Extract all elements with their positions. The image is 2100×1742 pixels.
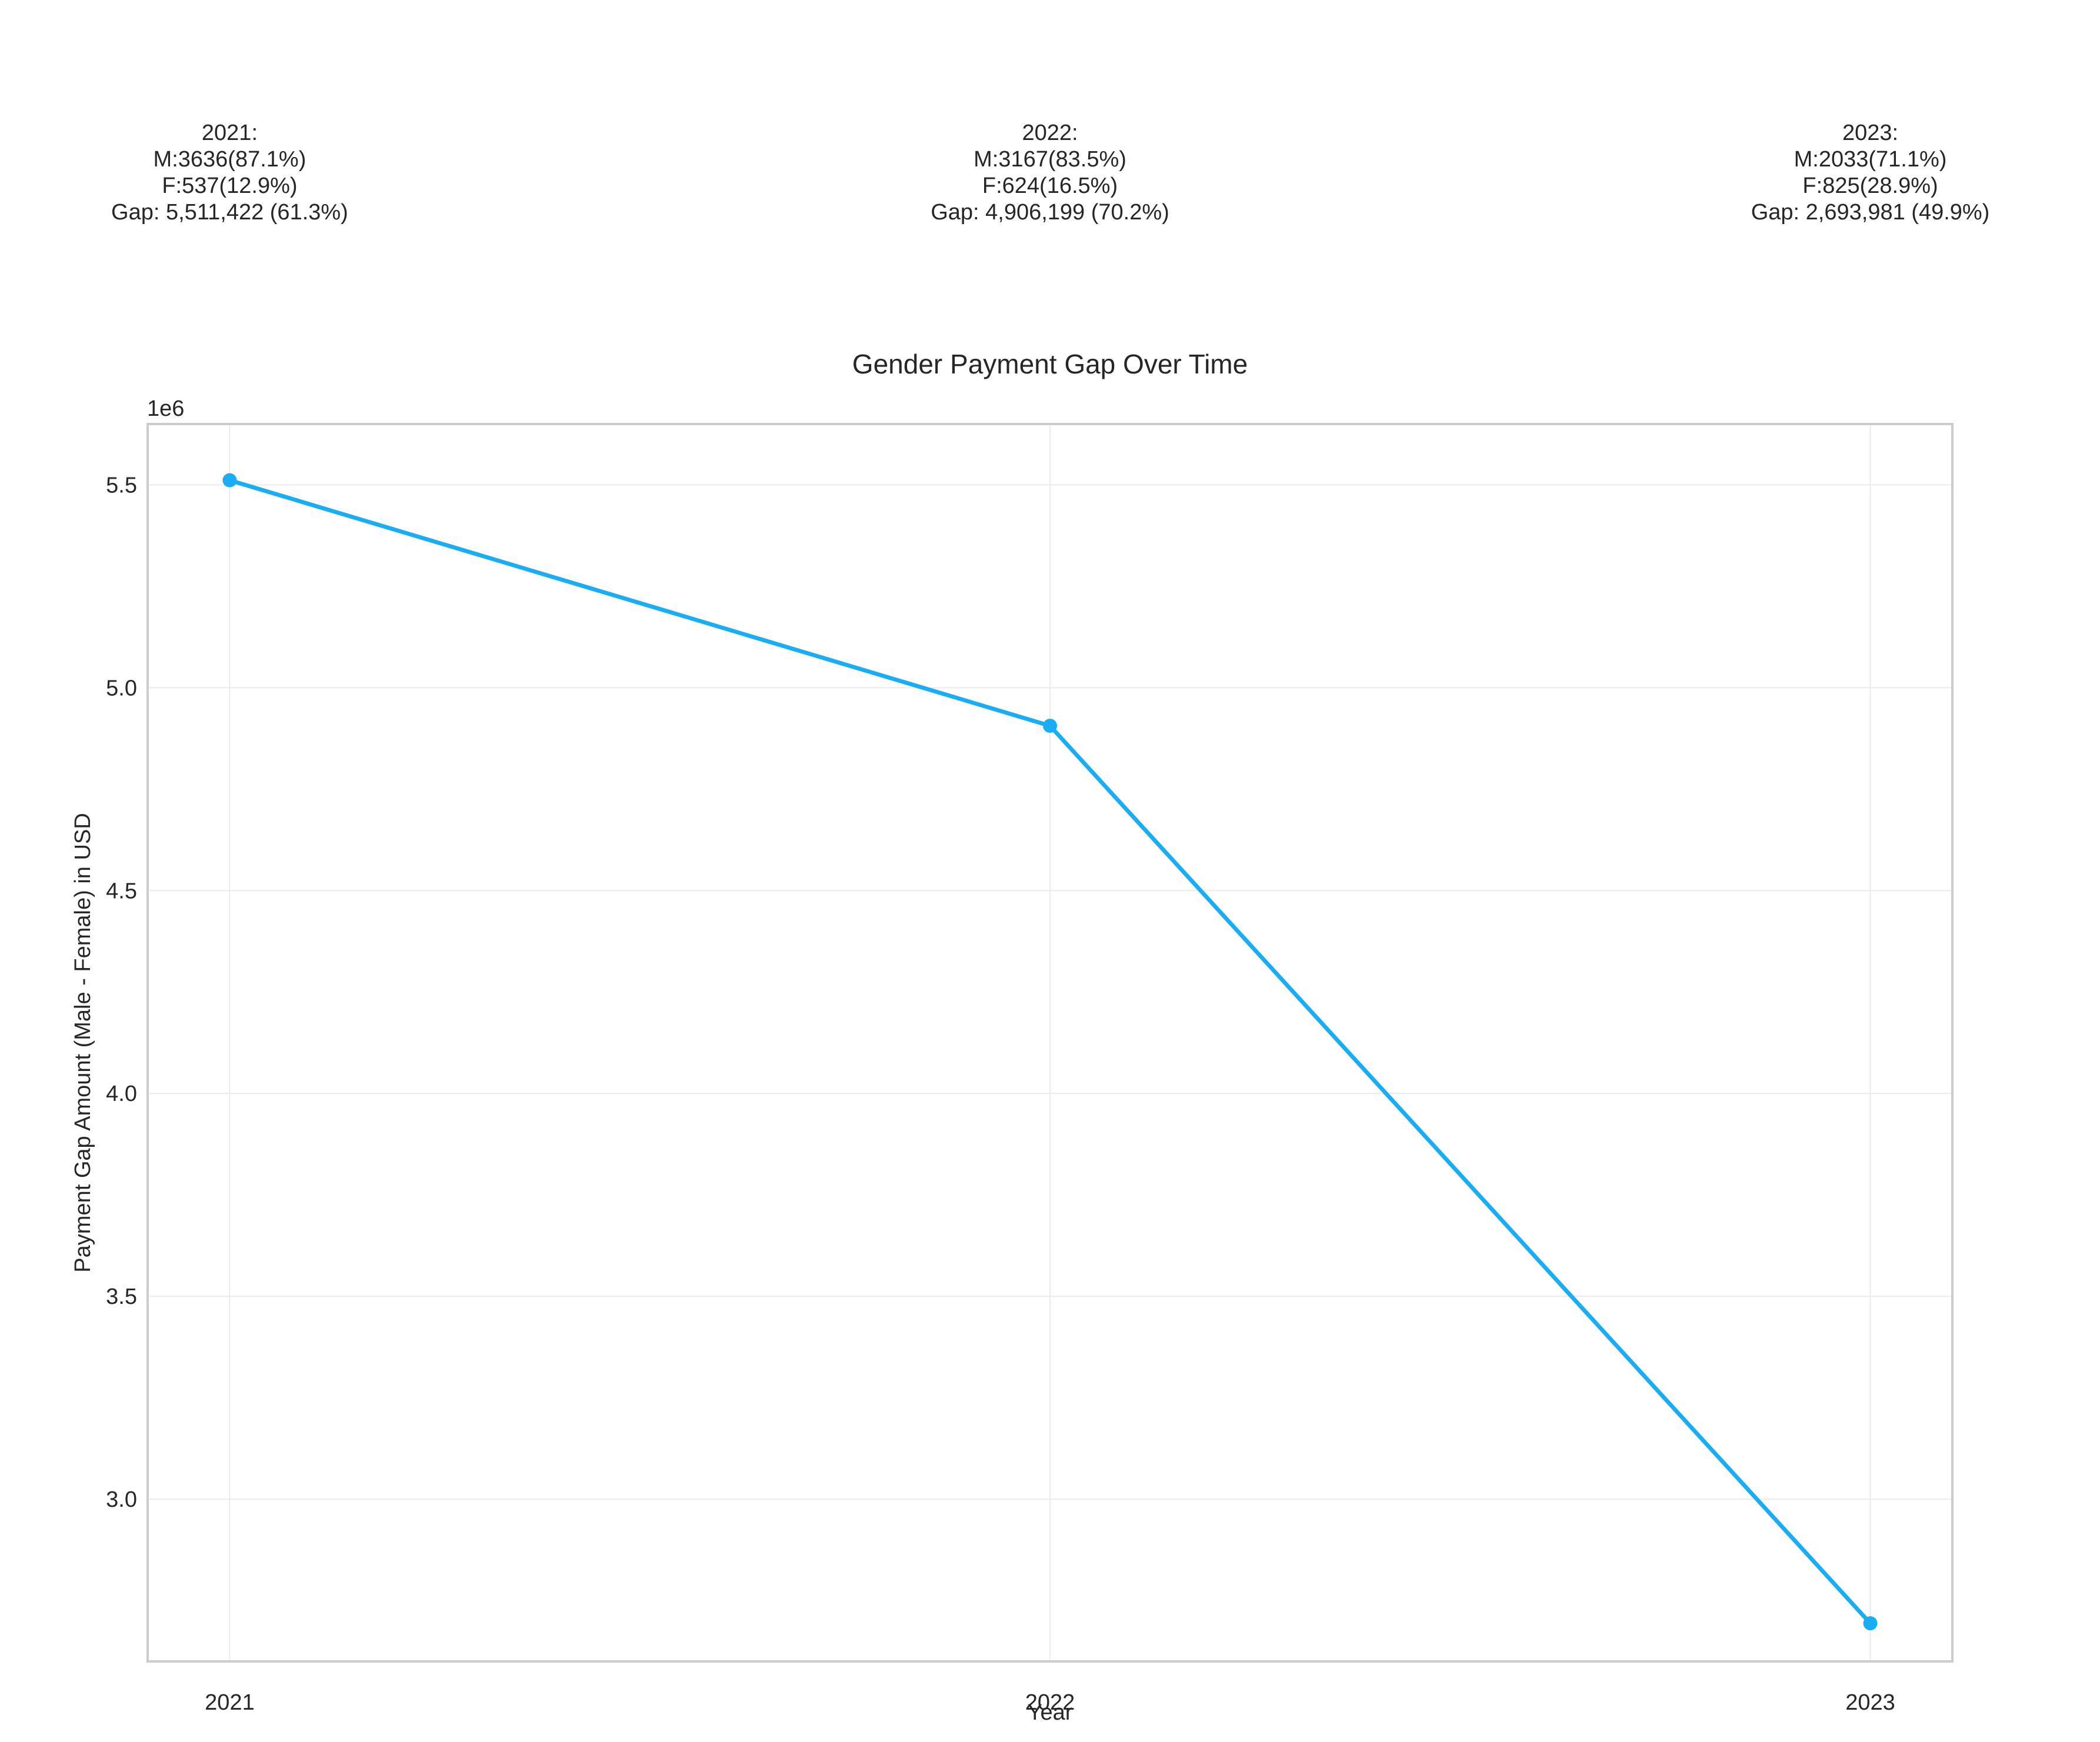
annotation-block: 2023:M:2033(71.1%)F:825(28.9%)Gap: 2,693… xyxy=(1751,121,1990,225)
annotation-block: 2021:M:3636(87.1%)F:537(12.9%)Gap: 5,511… xyxy=(111,121,348,225)
plot-frame xyxy=(146,423,1954,1663)
annotation-line: F:537(12.9%) xyxy=(162,173,297,198)
y-tick-label: 5.0 xyxy=(106,676,137,700)
annotations: 2021:M:3636(87.1%)F:537(12.9%)Gap: 5,511… xyxy=(111,121,1989,225)
annotation-line: 2021: xyxy=(202,121,258,145)
series xyxy=(222,473,1878,1631)
grid xyxy=(148,424,1952,1661)
chart-title: Gender Payment Gap Over Time xyxy=(852,349,1248,379)
annotation-line: M:3636(87.1%) xyxy=(154,147,306,172)
y-axis-label: Payment Gap Amount (Male - Female) in US… xyxy=(71,813,95,1272)
y-offset-label: 1e6 xyxy=(147,396,184,421)
annotation-line: 2023: xyxy=(1842,121,1898,145)
y-tick-label: 3.0 xyxy=(106,1487,137,1512)
annotation-line: M:2033(71.1%) xyxy=(1794,147,1947,172)
y-tick-label: 3.5 xyxy=(106,1284,137,1309)
annotation-line: Gap: 2,693,981 (49.9%) xyxy=(1751,200,1990,225)
tick-labels: 2021 2022 2023 3.0 3.5 4.0 4.5 5.0 5.5 xyxy=(106,473,1895,1715)
x-tick-label: 2021 xyxy=(205,1690,255,1715)
x-axis-label: Year xyxy=(1028,1700,1073,1725)
y-tick-label: 4.5 xyxy=(106,879,137,903)
annotation-line: M:3167(83.5%) xyxy=(974,147,1126,172)
x-tick-label: 2023 xyxy=(1845,1690,1895,1715)
data-point xyxy=(1043,719,1057,733)
annotation-line: Gap: 5,511,422 (61.3%) xyxy=(111,200,348,225)
annotation-line: F:624(16.5%) xyxy=(982,173,1118,198)
data-point xyxy=(1863,1616,1878,1631)
annotation-block: 2022:M:3167(83.5%)F:624(16.5%)Gap: 4,906… xyxy=(931,121,1169,225)
annotation-line: Gap: 4,906,199 (70.2%) xyxy=(931,200,1169,225)
x-tick-label: 2022 xyxy=(1025,1690,1075,1715)
y-tick-label: 5.5 xyxy=(106,473,137,498)
y-tick-label: 4.0 xyxy=(106,1082,137,1106)
annotation-line: F:825(28.9%) xyxy=(1802,173,1938,198)
annotation-line: 2022: xyxy=(1022,121,1078,145)
data-point xyxy=(222,473,237,488)
